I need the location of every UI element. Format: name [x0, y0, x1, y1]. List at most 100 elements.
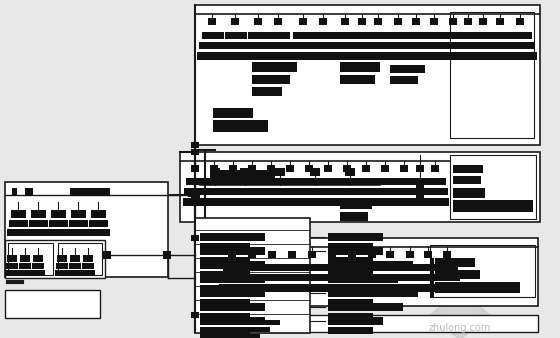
Polygon shape: [430, 290, 490, 338]
Bar: [310, 168, 320, 176]
Bar: [421, 42, 449, 49]
Bar: [324, 165, 332, 172]
Bar: [240, 198, 266, 206]
Bar: [403, 42, 431, 49]
Bar: [274, 18, 282, 25]
Bar: [5, 240, 105, 278]
Bar: [377, 284, 405, 292]
Bar: [455, 42, 483, 49]
Bar: [317, 188, 341, 195]
Bar: [58, 243, 102, 275]
Bar: [473, 32, 495, 39]
Bar: [191, 312, 199, 318]
Bar: [336, 188, 360, 195]
Bar: [453, 165, 483, 173]
Bar: [47, 229, 70, 236]
Bar: [275, 168, 285, 176]
Bar: [385, 42, 413, 49]
Bar: [225, 32, 247, 39]
Bar: [430, 245, 535, 297]
Bar: [319, 284, 347, 292]
Bar: [200, 289, 265, 297]
Bar: [25, 188, 33, 196]
Bar: [6, 263, 18, 269]
Bar: [303, 264, 323, 271]
Bar: [252, 87, 282, 96]
Bar: [468, 52, 500, 60]
Bar: [200, 233, 265, 241]
Bar: [18, 270, 32, 276]
Bar: [89, 220, 108, 227]
Bar: [453, 200, 533, 212]
Bar: [20, 255, 30, 262]
Bar: [399, 274, 423, 281]
Bar: [341, 18, 349, 25]
Bar: [308, 251, 316, 258]
Bar: [200, 247, 265, 255]
Bar: [200, 303, 265, 311]
Bar: [390, 65, 425, 73]
Bar: [330, 52, 362, 60]
Bar: [401, 52, 433, 60]
Bar: [262, 178, 282, 185]
Bar: [299, 284, 327, 292]
Bar: [328, 257, 373, 264]
Bar: [355, 188, 379, 195]
Bar: [286, 165, 294, 172]
Bar: [223, 264, 243, 271]
Bar: [243, 178, 263, 185]
Bar: [430, 18, 438, 25]
Bar: [335, 32, 357, 39]
Bar: [328, 275, 383, 283]
Bar: [340, 62, 380, 72]
Bar: [443, 32, 465, 39]
Bar: [203, 188, 227, 195]
Bar: [368, 32, 390, 39]
Bar: [450, 12, 534, 138]
Bar: [313, 32, 335, 39]
Bar: [263, 52, 295, 60]
Bar: [401, 264, 421, 271]
Bar: [408, 198, 434, 206]
Bar: [298, 188, 322, 195]
Bar: [299, 18, 307, 25]
Bar: [51, 210, 66, 218]
Bar: [394, 18, 402, 25]
Bar: [338, 178, 358, 185]
Bar: [259, 198, 285, 206]
Bar: [392, 198, 418, 206]
Bar: [464, 18, 472, 25]
Bar: [435, 270, 480, 279]
Bar: [411, 178, 431, 185]
Bar: [267, 165, 275, 172]
Bar: [210, 168, 220, 176]
Bar: [343, 165, 351, 172]
Bar: [31, 210, 46, 218]
Bar: [195, 218, 310, 333]
Bar: [328, 289, 418, 297]
Bar: [220, 52, 252, 60]
Bar: [505, 52, 537, 60]
Bar: [328, 299, 373, 306]
Bar: [453, 176, 481, 184]
Bar: [195, 315, 538, 332]
Bar: [200, 313, 250, 320]
Bar: [328, 261, 413, 269]
Bar: [252, 62, 297, 72]
Bar: [435, 282, 520, 293]
Bar: [340, 200, 372, 209]
Bar: [33, 255, 43, 262]
Bar: [81, 270, 95, 276]
Bar: [417, 274, 441, 281]
Bar: [200, 271, 250, 278]
Bar: [381, 165, 389, 172]
Polygon shape: [442, 298, 478, 332]
Bar: [347, 52, 379, 60]
Bar: [231, 18, 239, 25]
Bar: [191, 235, 199, 241]
Bar: [82, 263, 94, 269]
Bar: [319, 178, 339, 185]
Bar: [248, 251, 256, 258]
Bar: [9, 220, 28, 227]
Bar: [368, 251, 376, 258]
